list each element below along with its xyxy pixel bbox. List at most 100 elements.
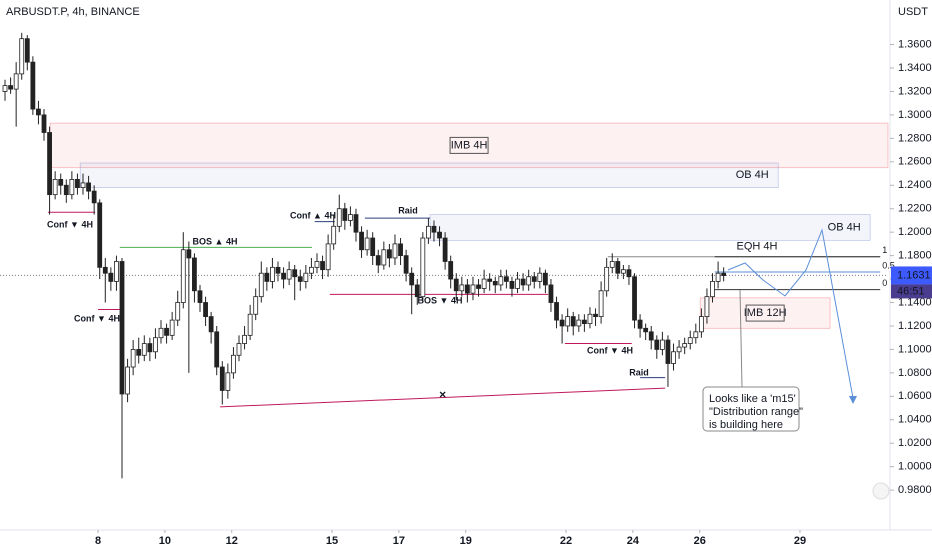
candle-body — [119, 261, 125, 395]
candle-body — [158, 327, 164, 339]
candle-body — [286, 269, 292, 280]
candle-body — [565, 316, 571, 327]
candle-body — [648, 331, 654, 341]
candle-body — [169, 319, 175, 336]
y-axis-label: USDT — [898, 6, 928, 18]
candle-body — [24, 38, 30, 63]
candle-body — [36, 108, 41, 116]
level-label: Conf ▼ 4H — [587, 345, 633, 355]
trendline-marker: × — [439, 388, 446, 402]
candle-body — [264, 272, 270, 282]
candle-body — [387, 249, 392, 259]
candle-body — [542, 272, 548, 286]
candle-body — [476, 284, 481, 289]
candle-body — [236, 343, 242, 356]
candle-body — [448, 261, 454, 280]
candle-body — [615, 261, 621, 274]
x-tick-label: 12 — [226, 535, 238, 547]
candle-body — [671, 351, 676, 364]
x-tick-label: 8 — [95, 535, 101, 547]
y-tick-label: 0.9800 — [898, 484, 932, 496]
candle-body — [359, 231, 364, 251]
zone-label: IMB 12H — [744, 307, 787, 319]
candle-body — [281, 272, 286, 280]
candle-body — [464, 284, 470, 294]
candle-body — [687, 337, 693, 344]
candle-body — [520, 278, 526, 286]
candle-body — [297, 276, 303, 282]
candle-body — [303, 272, 309, 282]
candle-body — [86, 182, 91, 192]
y-tick-label: 1.2600 — [898, 156, 932, 168]
last-price-box — [891, 266, 932, 285]
candle-body — [587, 313, 593, 325]
candle-body — [492, 281, 498, 286]
level-label: Conf ▼ 4H — [74, 313, 120, 323]
x-tick-label: 26 — [694, 535, 706, 547]
candle-body — [8, 85, 13, 90]
zone — [699, 297, 831, 329]
note-line: Looks like a 'm15' — [709, 393, 796, 405]
candle-body — [470, 284, 476, 294]
candle-body — [242, 334, 247, 344]
candle-body — [147, 343, 153, 353]
candle-body — [314, 261, 320, 268]
candle-body — [593, 313, 598, 317]
candle-body — [409, 272, 415, 286]
candle-body — [320, 261, 325, 271]
candle-body — [164, 327, 169, 336]
candle-body — [442, 237, 448, 262]
y-tick-label: 1.1000 — [898, 343, 932, 355]
candle-body — [108, 272, 114, 282]
fib-label: 0 — [882, 278, 887, 288]
candle-body — [676, 346, 682, 353]
candle-body — [97, 202, 103, 268]
candle-body — [125, 366, 130, 395]
candle-body — [30, 61, 36, 110]
candle-body — [715, 272, 721, 282]
note-box — [702, 386, 800, 432]
level-label: BOS ▲ 4H — [193, 236, 238, 246]
candle-body — [375, 255, 381, 266]
candle-body — [548, 284, 554, 303]
fib-label: 1 — [882, 245, 887, 255]
candle-body — [253, 296, 259, 315]
note-line: is building here — [709, 419, 783, 431]
candle-body — [414, 284, 420, 298]
zone-label: OB 4H — [736, 169, 769, 181]
candle-body — [682, 343, 688, 348]
candle-body — [63, 184, 69, 196]
candle-body — [370, 237, 376, 257]
y-tick-label: 1.2000 — [898, 226, 932, 238]
candle-body — [41, 114, 47, 133]
candle-body — [392, 243, 398, 259]
candle-body — [336, 208, 342, 227]
zone-label-box — [745, 304, 785, 322]
y-tick-label: 1.3400 — [898, 62, 932, 74]
candle-body — [225, 372, 231, 391]
zone — [79, 162, 779, 189]
candle-body — [654, 339, 660, 350]
y-tick-label: 1.0000 — [898, 461, 932, 473]
annotation-labels: IMB 4H OB 4H OB 4H IMB 12H Conf ▼ 4H BOS ▲ 4H… — [47, 136, 895, 402]
zone-label: IMB 4H — [451, 139, 488, 151]
y-tick-label: 1.0200 — [898, 437, 932, 449]
candle-body — [420, 237, 426, 298]
candle-body — [626, 269, 632, 278]
candles — [2, 32, 727, 479]
candle-body — [704, 296, 710, 317]
y-tick-label: 1.3600 — [898, 38, 932, 50]
candle-body — [102, 266, 108, 274]
candle-body — [342, 208, 348, 221]
y-tick-label: 1.3000 — [898, 109, 932, 121]
axes: 1.3600 1.3400 1.3200 1.3000 1.2800 1.2600 1.24… — [95, 38, 932, 547]
zone-label: OB 4H — [828, 221, 861, 233]
candle-body — [398, 243, 403, 257]
candle-body — [403, 255, 409, 274]
candle-body — [186, 249, 192, 259]
candle-body — [515, 278, 520, 289]
candle-body — [481, 278, 487, 289]
candle-body — [721, 272, 727, 276]
y-tick-label: 1.2400 — [898, 179, 932, 191]
candle-body — [364, 237, 370, 251]
